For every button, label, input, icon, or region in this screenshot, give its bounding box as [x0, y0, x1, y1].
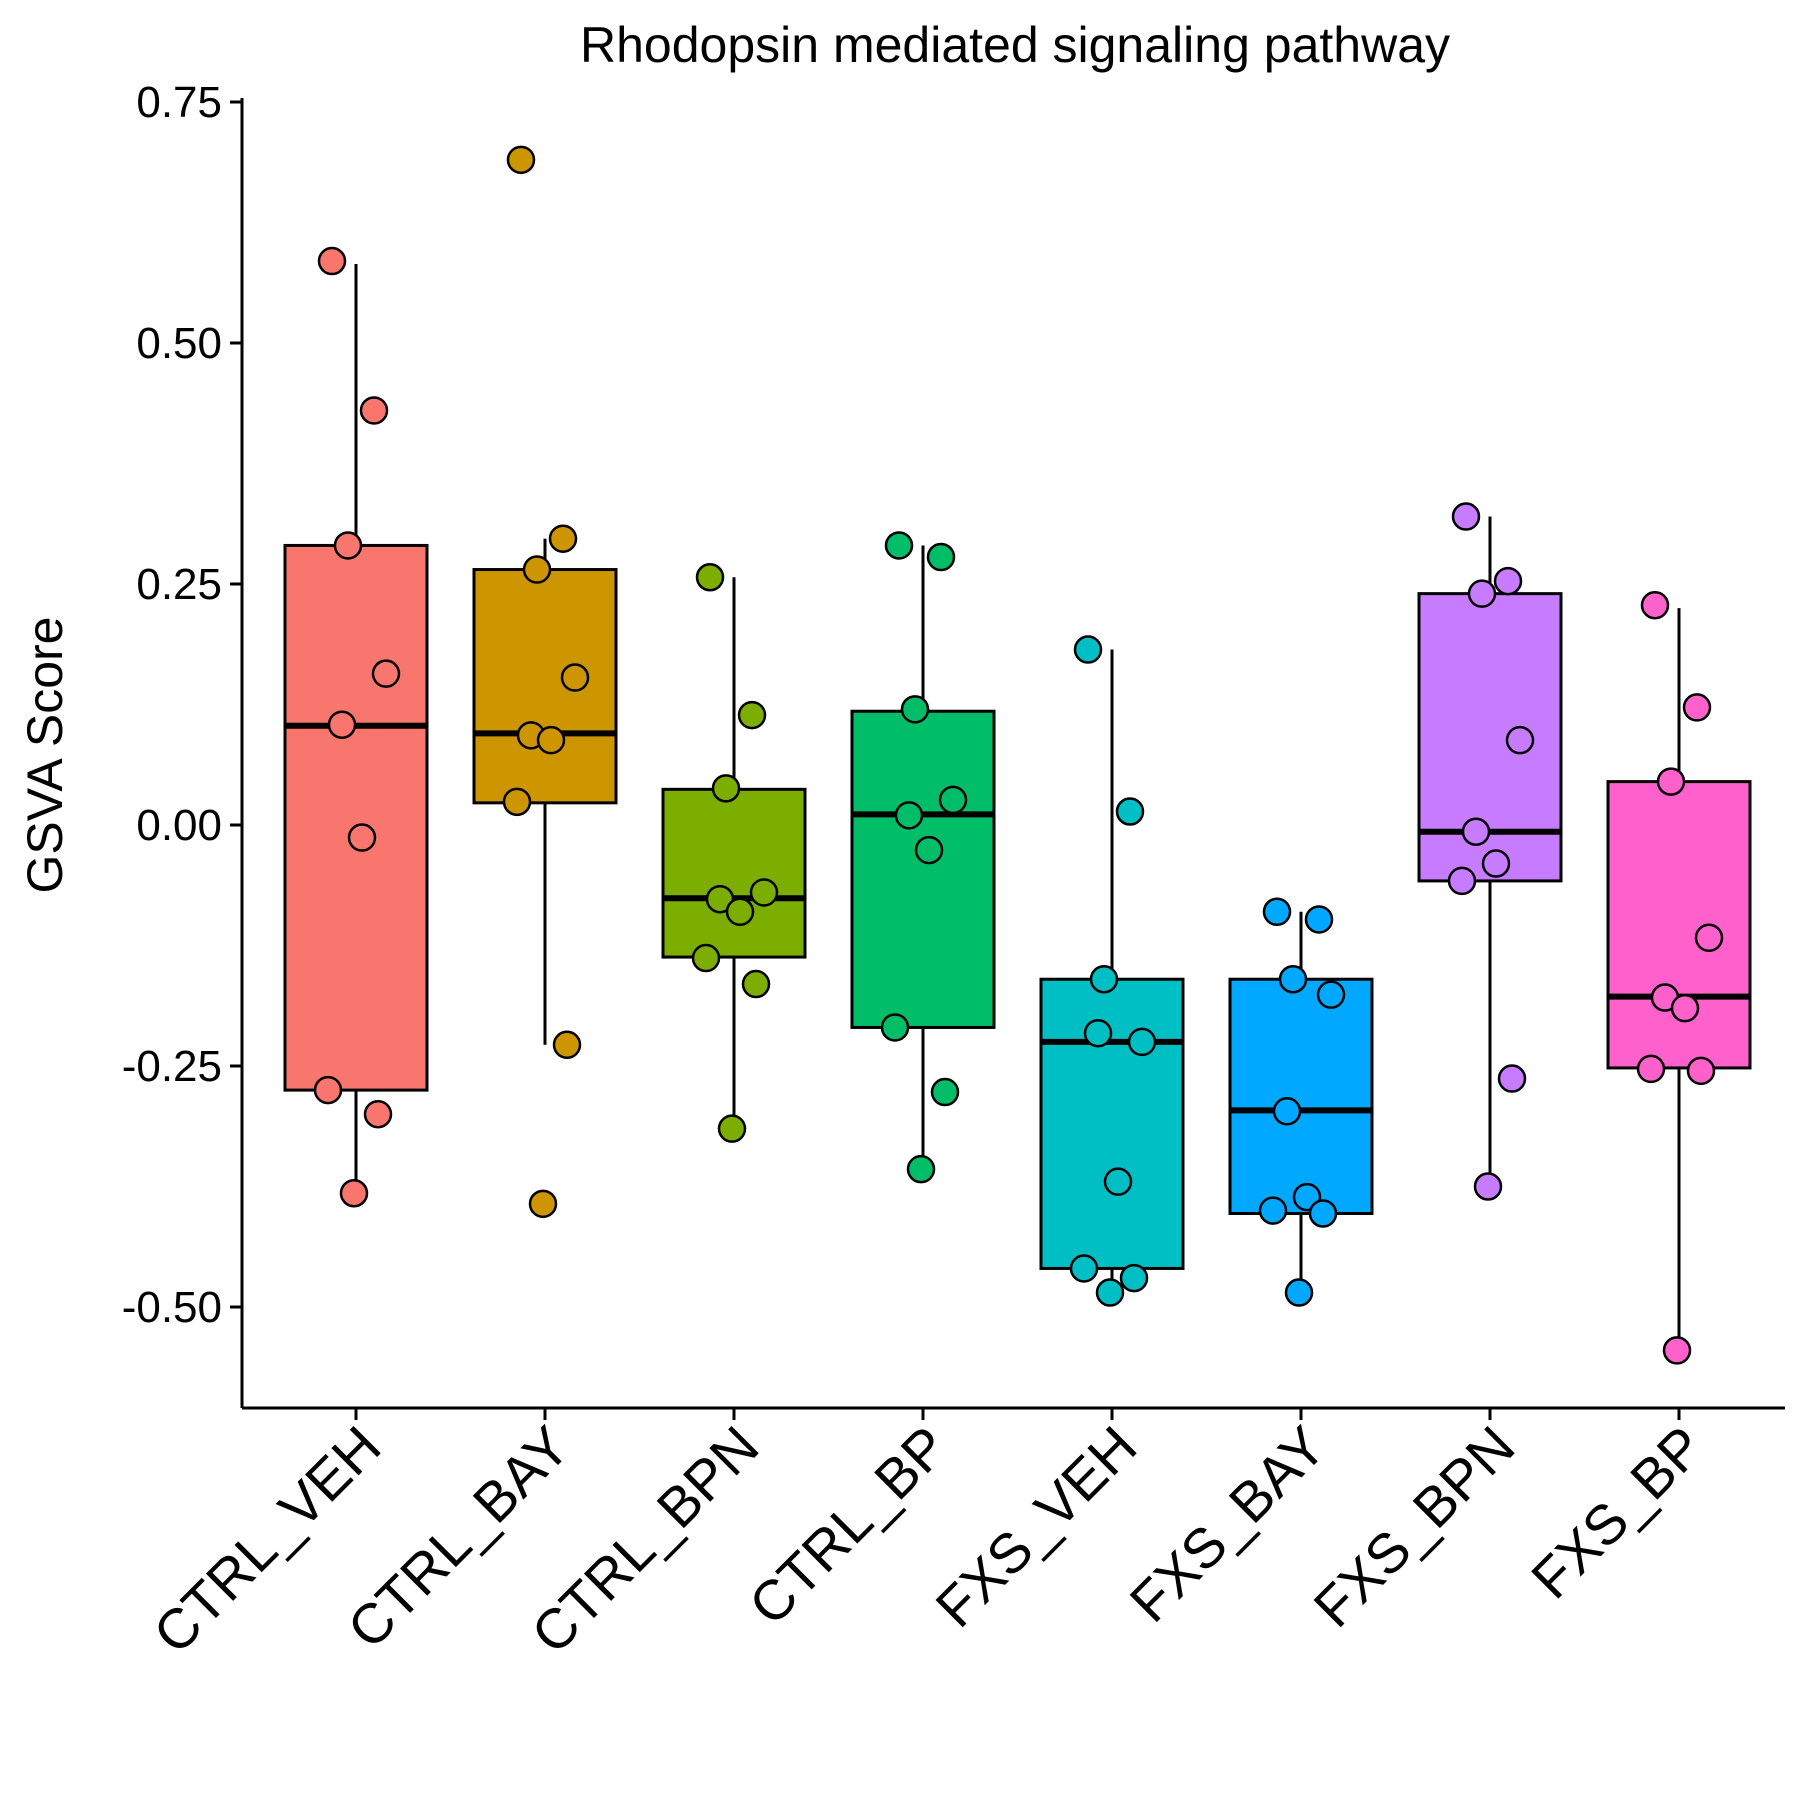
data-point: [1073, 635, 1103, 664]
y-tick-label: 0.50: [136, 319, 222, 368]
data-point: [1278, 964, 1308, 994]
data-point: [1636, 1054, 1666, 1084]
data-point: [359, 396, 389, 425]
data-point: [522, 555, 552, 584]
data-point: [711, 774, 741, 803]
data-point: [371, 659, 401, 688]
x-tick-label: FXS_BPN: [1301, 1414, 1526, 1639]
data-point: [1316, 980, 1346, 1009]
data-point: [339, 1178, 369, 1208]
data-point: [333, 531, 363, 560]
data-point: [552, 1030, 582, 1060]
data-point: [363, 1099, 393, 1129]
data-point: [1467, 579, 1497, 608]
data-point: [1447, 866, 1477, 896]
data-point: [1694, 923, 1724, 953]
data-point: [1069, 1254, 1099, 1283]
data-point: [1262, 897, 1292, 927]
data-point: [914, 835, 944, 865]
chart-title: Rhodopsin mediated signaling pathway: [580, 17, 1450, 73]
data-point: [1481, 849, 1511, 878]
data-point: [1451, 502, 1481, 531]
data-point: [1115, 797, 1145, 826]
x-tick-label: FXS_BP: [1519, 1414, 1715, 1610]
x-tick-label: CTRL_BP: [737, 1414, 960, 1637]
data-point: [1304, 905, 1334, 934]
data-point: [930, 1077, 960, 1107]
box: [1228, 977, 1374, 1215]
box: [1417, 592, 1563, 883]
data-point: [725, 897, 755, 927]
box: [1039, 977, 1185, 1270]
data-point: [938, 785, 968, 815]
y-tick-label: -0.50: [122, 1283, 222, 1332]
data-point: [1089, 964, 1119, 994]
data-point: [1119, 1263, 1149, 1293]
data-point: [1497, 1064, 1527, 1093]
x-tick-label: FXS_BAY: [1118, 1414, 1338, 1634]
data-point: [1670, 993, 1700, 1023]
data-point: [894, 801, 924, 830]
x-tick-label: FXS_VEH: [923, 1414, 1148, 1639]
data-point: [1461, 817, 1491, 846]
y-tick-label: 0.00: [136, 801, 222, 850]
data-point: [1258, 1196, 1288, 1225]
data-point: [1308, 1199, 1338, 1228]
data-point: [1493, 566, 1523, 596]
y-tick-label: -0.25: [122, 1042, 222, 1091]
data-point: [1640, 590, 1670, 620]
data-point: [1686, 1056, 1716, 1086]
data-point: [347, 823, 377, 852]
box: [661, 787, 807, 959]
data-point: [313, 1075, 343, 1105]
y-axis-title: GSVA Score: [17, 617, 73, 894]
data-point: [560, 663, 590, 692]
box: [850, 709, 996, 1029]
data-point: [548, 524, 578, 553]
data-point: [1272, 1097, 1302, 1126]
data-point: [900, 695, 930, 724]
data-point: [884, 531, 914, 560]
data-point: [1662, 1336, 1692, 1365]
data-point: [317, 246, 347, 276]
data-point: [506, 145, 536, 175]
y-tick-label: 0.25: [136, 560, 222, 609]
data-point: [926, 542, 956, 572]
data-point: [880, 1013, 910, 1042]
data-point: [327, 710, 357, 739]
data-point: [1682, 693, 1712, 722]
data-point: [528, 1189, 558, 1219]
data-point: [737, 700, 767, 730]
data-point: [717, 1114, 747, 1143]
data-point: [906, 1154, 936, 1184]
data-point: [749, 878, 779, 907]
data-point: [705, 884, 735, 914]
box: [472, 568, 618, 805]
box: [283, 543, 429, 1092]
data-point: [1505, 725, 1535, 755]
data-point: [1473, 1172, 1503, 1201]
plot-area: 0.750.500.250.00-0.25-0.50CTRL_VEHCTRL_B…: [122, 78, 1785, 1665]
data-point: [1083, 1018, 1113, 1048]
data-point: [1284, 1278, 1314, 1307]
data-point: [1656, 767, 1686, 796]
data-point: [1127, 1027, 1157, 1057]
y-tick-label: 0.75: [136, 78, 222, 127]
box: [1606, 780, 1752, 1070]
data-point: [502, 787, 532, 817]
data-point: [741, 969, 771, 999]
data-point: [1103, 1167, 1133, 1196]
data-point: [536, 725, 566, 755]
data-point: [691, 943, 721, 973]
data-point: [695, 563, 725, 592]
data-point: [1095, 1278, 1125, 1307]
